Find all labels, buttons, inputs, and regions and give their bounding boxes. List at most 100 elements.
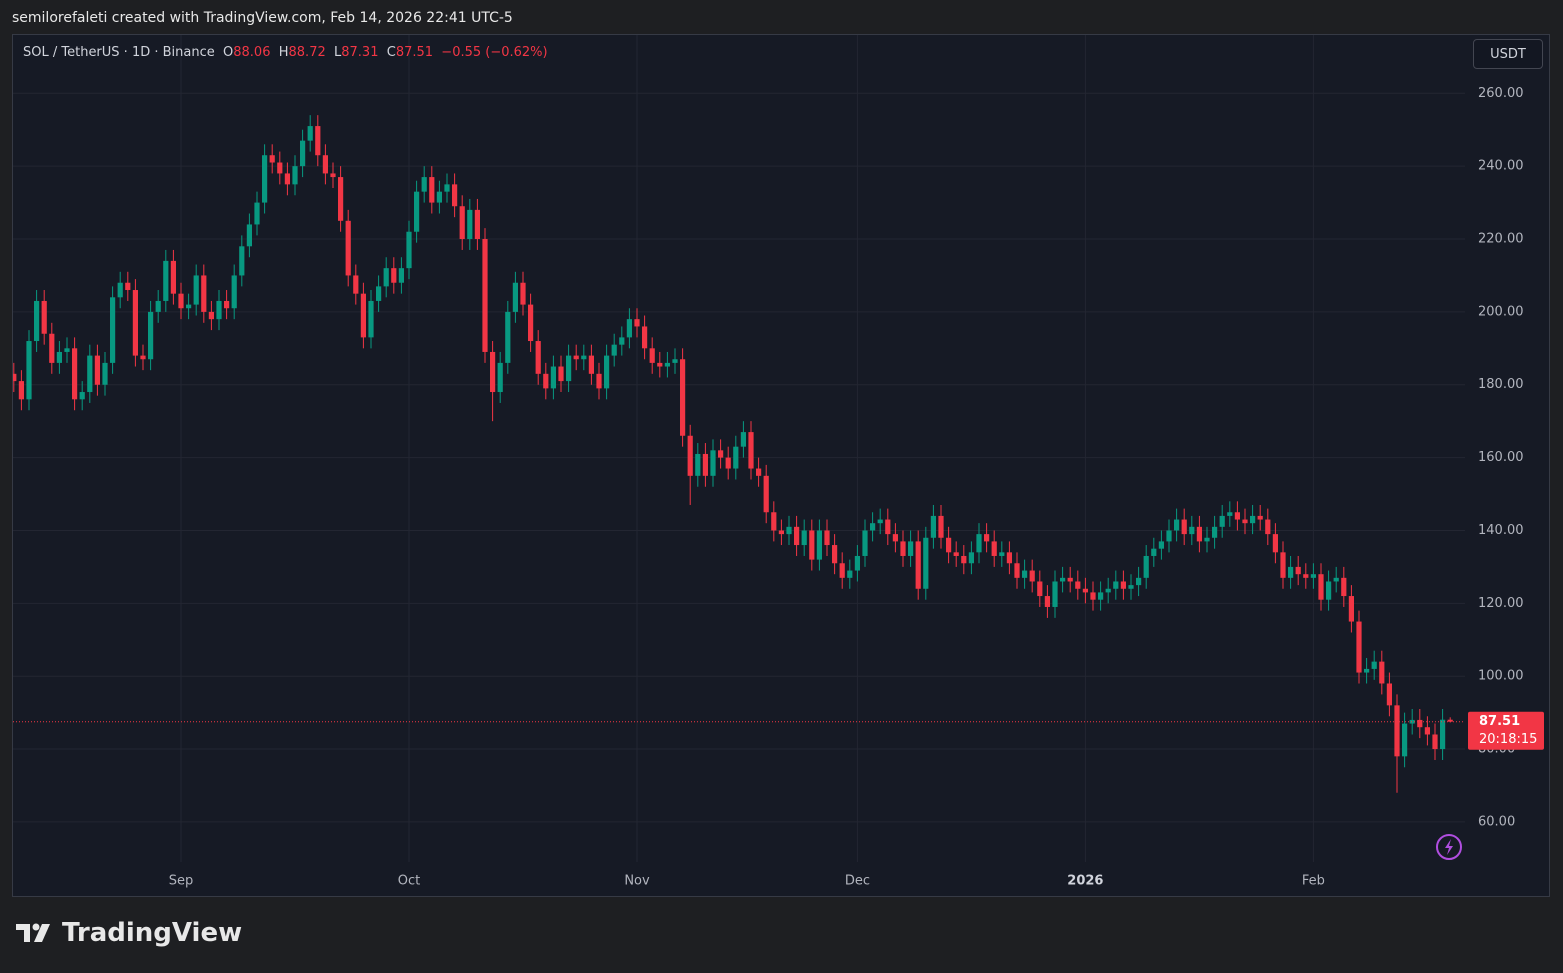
candle-body xyxy=(345,220,351,276)
candle-body xyxy=(900,541,906,556)
candle-body xyxy=(360,293,366,338)
candle-body xyxy=(391,268,397,283)
candle-body xyxy=(201,275,207,312)
candle-body xyxy=(1295,566,1301,575)
candle-body xyxy=(330,173,336,178)
candle-body xyxy=(953,552,959,556)
price-tag-countdown: 20:18:15 xyxy=(1479,732,1537,747)
candle-body xyxy=(680,359,686,436)
candle-body xyxy=(854,555,860,571)
candle-body xyxy=(1006,552,1012,564)
candle-body xyxy=(558,366,564,382)
candle-body xyxy=(94,355,100,385)
candle-body xyxy=(18,381,24,400)
candle-body xyxy=(550,366,556,389)
candle-body xyxy=(497,362,503,393)
header-title: semilorefaleti created with TradingView.… xyxy=(12,10,513,26)
candle-body xyxy=(315,126,321,156)
candle-body xyxy=(429,177,435,203)
ohlc-value: 88.06 xyxy=(233,45,271,60)
candle-body xyxy=(1098,592,1104,600)
candle-body xyxy=(740,432,746,447)
candle-body xyxy=(1181,519,1187,535)
candle-body xyxy=(1440,719,1446,750)
candle-body xyxy=(1227,512,1233,516)
candle-body xyxy=(1174,519,1180,531)
candle-body xyxy=(512,282,518,312)
candle-body xyxy=(79,392,85,400)
candle-body xyxy=(1371,661,1377,669)
candle-body xyxy=(1090,592,1096,600)
candle-body xyxy=(1151,548,1157,556)
candle-body xyxy=(376,286,382,301)
candle-body xyxy=(1326,581,1332,600)
candle-body xyxy=(642,326,648,349)
candle-body xyxy=(117,282,123,298)
candle-body xyxy=(528,304,534,342)
candle-body xyxy=(1409,719,1415,724)
candle-body xyxy=(1128,585,1134,589)
ohlc-label: O xyxy=(223,45,234,60)
candle-body xyxy=(56,351,62,363)
candle-body xyxy=(809,530,815,560)
candle-body xyxy=(816,530,822,560)
alert-icon xyxy=(1436,834,1462,860)
ohlc-value: 88.72 xyxy=(288,45,326,60)
candle-body xyxy=(1333,577,1339,582)
candle-body xyxy=(870,523,876,531)
candle-body xyxy=(839,563,845,578)
candle-body xyxy=(626,319,632,338)
candle-body xyxy=(444,184,450,192)
candle-body xyxy=(1136,577,1142,586)
candle-body xyxy=(801,530,807,546)
candle-body xyxy=(1143,555,1149,578)
change: −0.55 (−0.62%) xyxy=(441,45,548,60)
candle-body xyxy=(1075,581,1081,589)
candle-body xyxy=(885,519,891,535)
candle-body xyxy=(1052,581,1058,607)
candle-body xyxy=(163,260,169,301)
candle-body xyxy=(406,231,412,269)
candle-body xyxy=(794,526,800,546)
candle-body xyxy=(231,275,237,309)
y-tick-label: 260.00 xyxy=(1478,86,1524,101)
candle-body xyxy=(322,155,328,174)
candle-body xyxy=(474,209,480,240)
x-tick-label: Nov xyxy=(624,874,650,889)
candle-body xyxy=(208,311,214,320)
ohlc-label: C xyxy=(386,45,396,60)
candle-body xyxy=(1234,512,1240,520)
candle-body xyxy=(634,319,640,327)
candle-body xyxy=(398,268,404,283)
candle-body xyxy=(535,341,541,374)
y-tick-label: 200.00 xyxy=(1478,304,1524,319)
x-tick-label: 2026 xyxy=(1067,874,1103,889)
candle-body xyxy=(1158,541,1164,549)
candle-body xyxy=(999,552,1005,556)
candle-body xyxy=(1067,577,1073,582)
candle-body xyxy=(611,344,617,356)
candle-body xyxy=(581,355,587,360)
candle-body xyxy=(1364,668,1370,673)
candle-body xyxy=(186,304,192,309)
candle-body xyxy=(1341,577,1347,597)
candle-body xyxy=(1082,588,1088,593)
candle-body xyxy=(216,300,222,320)
candle-body xyxy=(1394,705,1400,757)
candle-body xyxy=(930,515,936,538)
candle-body xyxy=(1113,581,1119,589)
candle-body xyxy=(269,155,275,163)
y-tick-label: 120.00 xyxy=(1478,596,1524,611)
candle-body xyxy=(892,534,898,542)
candle-body xyxy=(368,300,374,338)
candle-body xyxy=(1386,683,1392,706)
currency-button[interactable]: USDT xyxy=(1473,39,1543,69)
candle-body xyxy=(778,530,784,535)
candle-body xyxy=(832,545,838,564)
candle-body xyxy=(877,519,883,524)
candle-body xyxy=(862,530,868,556)
candle-body xyxy=(672,359,678,363)
candle-body xyxy=(300,140,306,167)
candle-body xyxy=(649,348,655,363)
x-tick-label: Dec xyxy=(845,874,870,889)
